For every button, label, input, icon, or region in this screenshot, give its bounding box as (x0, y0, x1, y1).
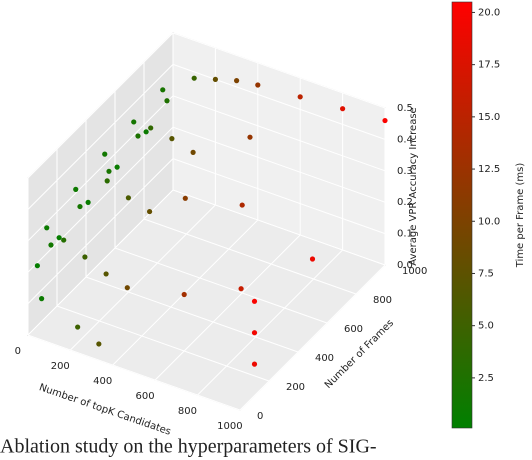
y-tick-label: 200 (286, 382, 305, 393)
y-tick-label: 800 (373, 295, 392, 306)
colorbar-tick-label: 20.0 (478, 7, 500, 18)
colorbar-tick-label: 2.5 (478, 373, 494, 384)
point (251, 361, 258, 367)
grid-line (239, 264, 386, 411)
x-tick-label: 0 (15, 346, 21, 357)
point (82, 254, 88, 260)
z-tick-label: 0.1 (397, 229, 413, 240)
z-axis-label: Average VPR Accuracy Increase (408, 107, 419, 265)
point (96, 341, 102, 347)
point (309, 256, 316, 262)
grid-line (27, 158, 174, 304)
point (125, 195, 131, 201)
point (340, 106, 346, 112)
z-tick-label: 0.3 (397, 166, 413, 177)
colorbar-label: Time per Frame (ms) (515, 163, 526, 269)
grid-line (27, 32, 174, 179)
point (382, 117, 388, 124)
point (135, 133, 141, 139)
point (297, 94, 303, 100)
grid-line (172, 126, 386, 203)
colorbar-tick-label: 7.5 (478, 268, 494, 279)
grid-line (56, 305, 270, 382)
point (44, 225, 50, 231)
colorbar-tick-label: 12.5 (478, 164, 500, 175)
grid-line (172, 32, 386, 109)
z-tick-label: 0.0 (397, 260, 413, 271)
point (181, 291, 187, 298)
colorbar-tick-label: 15.0 (478, 112, 500, 123)
point (77, 203, 83, 210)
point (48, 242, 54, 248)
point (102, 151, 108, 157)
point (247, 134, 253, 140)
grid-line (154, 234, 301, 381)
point (251, 298, 258, 304)
point (255, 82, 261, 88)
z-tick-label: 0.2 (397, 197, 413, 208)
point (114, 164, 120, 170)
grid-line (70, 204, 216, 351)
colorbar (451, 1, 473, 429)
grid-line (172, 95, 386, 172)
grid-line (114, 247, 328, 324)
grid-line (172, 189, 386, 266)
y-tick-label: 600 (344, 324, 363, 335)
point (191, 75, 197, 81)
point (148, 125, 154, 131)
point (238, 286, 244, 292)
point (75, 324, 81, 330)
point (251, 330, 258, 336)
y-tick-label: 0 (257, 411, 263, 422)
x-tick-label: 800 (178, 406, 197, 417)
point (147, 208, 153, 215)
point (160, 87, 166, 93)
colorbar-tick-label: 17.5 (478, 60, 500, 71)
x-tick-label: 600 (136, 391, 155, 402)
point (234, 78, 240, 84)
grid-line (172, 158, 386, 235)
point (106, 168, 112, 174)
point (56, 235, 62, 241)
grid-line (143, 218, 357, 295)
point (61, 237, 67, 243)
z-tick-label: 0.4 (397, 134, 413, 145)
point (85, 199, 91, 205)
point (239, 202, 245, 208)
grid-line (27, 126, 174, 273)
colorbar-tick-label: 10.0 (478, 216, 500, 227)
grid-line (197, 249, 343, 396)
point (169, 136, 175, 142)
colorbar-tick-label: 5.0 (478, 321, 494, 332)
caption: Ablation study on the hyperparameters of… (0, 436, 377, 458)
point (131, 119, 137, 125)
grid-line (85, 276, 299, 353)
point (182, 195, 188, 201)
grid-line (27, 64, 174, 210)
point (190, 149, 196, 155)
point (212, 76, 218, 82)
x-tick-label: 200 (51, 361, 70, 372)
grid-line (27, 334, 241, 411)
point (143, 129, 149, 135)
x-tick-label: 400 (93, 376, 112, 387)
grid-line (27, 95, 174, 242)
grid-line (172, 63, 386, 140)
grid-line (27, 189, 174, 336)
point (34, 263, 40, 269)
point (124, 285, 130, 291)
y-tick-label: 1000 (402, 266, 427, 277)
z-tick-label: 0.5 (397, 103, 413, 114)
point (104, 178, 110, 184)
x-tick-label: 1000 (217, 421, 242, 432)
y-tick-label: 400 (315, 353, 334, 364)
point (73, 186, 79, 192)
point (39, 296, 45, 302)
point (164, 98, 170, 104)
point (103, 271, 109, 277)
